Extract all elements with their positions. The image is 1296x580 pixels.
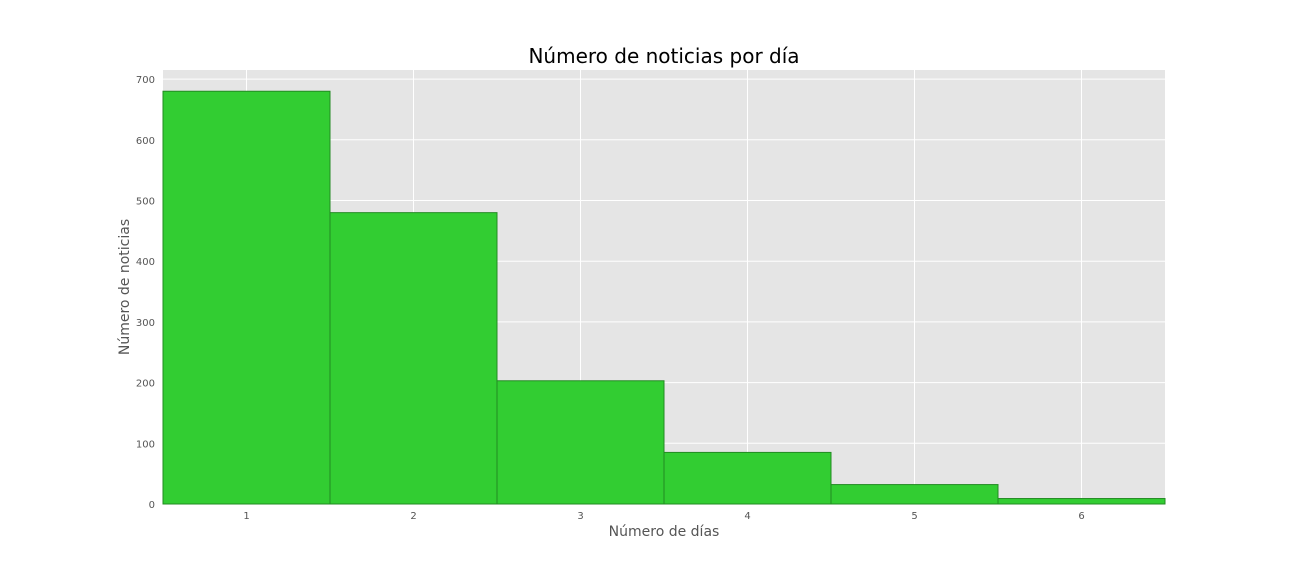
- y-tick-label: 300: [136, 318, 155, 329]
- bar-2: [329, 212, 498, 505]
- x-tick-label: 3: [577, 511, 583, 522]
- tick-labels: 0 100 200 300 400 500 600 700 1 2 3 4 5 6: [136, 75, 1085, 522]
- bar-5: [830, 484, 999, 505]
- y-tick-label: 100: [136, 439, 155, 450]
- y-tick-label: 700: [136, 75, 155, 86]
- y-tick-label: 500: [136, 197, 155, 208]
- x-tick-label: 1: [243, 511, 249, 522]
- y-axis-label: Número de noticias: [117, 219, 133, 355]
- bar-6: [997, 498, 1166, 505]
- x-tick-label: 2: [410, 511, 416, 522]
- x-tick-label: 4: [744, 511, 750, 522]
- bar-1: [162, 90, 331, 505]
- y-tick-label: 400: [136, 257, 155, 268]
- bar-4: [663, 451, 832, 505]
- x-tick-label: 6: [1078, 511, 1084, 522]
- bars: [162, 90, 1166, 505]
- x-tick-label: 5: [911, 511, 917, 522]
- chart-title: Número de noticias por día: [528, 44, 799, 68]
- x-axis-label: Número de días: [609, 524, 720, 540]
- y-tick-label: 600: [136, 136, 155, 147]
- y-tick-label: 0: [149, 500, 155, 511]
- bar-3: [496, 380, 665, 505]
- y-tick-label: 200: [136, 379, 155, 390]
